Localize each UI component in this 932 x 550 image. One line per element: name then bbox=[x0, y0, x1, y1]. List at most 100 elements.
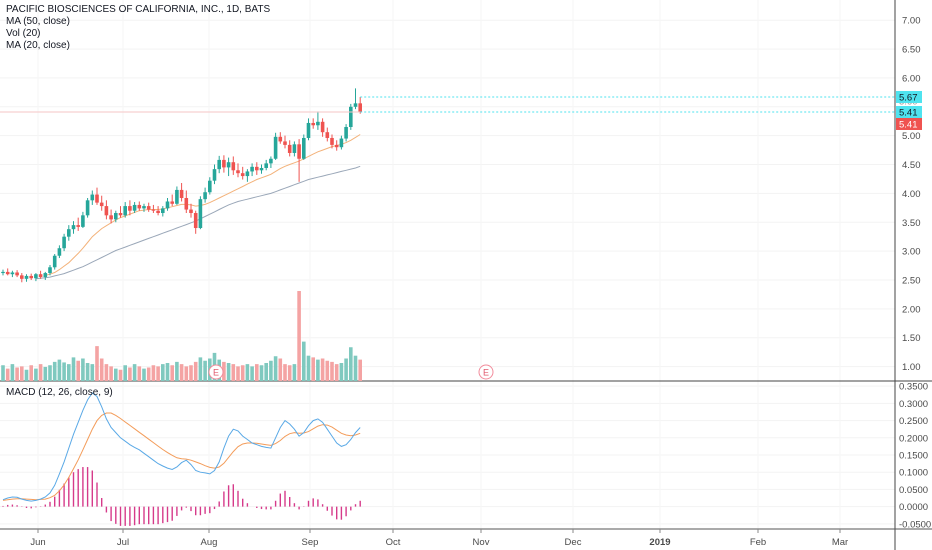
candle-body[interactable] bbox=[1, 271, 5, 274]
price-tick-label[interactable]: 3.00 bbox=[902, 247, 921, 258]
candle-body[interactable] bbox=[334, 144, 339, 148]
time-tick-label[interactable]: Dec bbox=[565, 537, 582, 548]
price-axis[interactable]: 7.006.506.005.505.004.504.003.503.002.50… bbox=[902, 16, 921, 373]
price-tick-label[interactable]: 2.50 bbox=[902, 275, 921, 286]
earnings-marker[interactable]: E bbox=[478, 364, 494, 380]
candle-body[interactable] bbox=[339, 138, 344, 148]
candle-body[interactable] bbox=[255, 166, 259, 171]
candle-body[interactable] bbox=[184, 198, 189, 210]
candle-body[interactable] bbox=[142, 206, 146, 209]
candle-body[interactable] bbox=[212, 169, 217, 181]
candle-body[interactable] bbox=[161, 208, 165, 214]
candle-body[interactable] bbox=[203, 192, 207, 200]
price-tick-label[interactable]: 3.50 bbox=[902, 218, 921, 229]
candle-body[interactable] bbox=[57, 248, 62, 256]
macd-tick-label[interactable]: -0.0500 bbox=[899, 519, 931, 530]
candle-body[interactable] bbox=[52, 255, 57, 268]
candle-body[interactable] bbox=[104, 206, 109, 216]
candle-body[interactable] bbox=[316, 121, 320, 126]
price-tick-label[interactable]: 4.00 bbox=[902, 189, 921, 200]
candle-body[interactable] bbox=[99, 202, 104, 207]
candle-body[interactable] bbox=[189, 209, 193, 214]
candle-body[interactable] bbox=[20, 275, 24, 279]
price-tick-label[interactable]: 6.00 bbox=[902, 73, 921, 84]
candle-body[interactable] bbox=[278, 136, 283, 142]
candle-body[interactable] bbox=[179, 189, 184, 199]
candle-body[interactable] bbox=[193, 213, 198, 229]
candle-body[interactable] bbox=[85, 200, 90, 216]
time-tick-label[interactable]: Aug bbox=[201, 537, 218, 548]
time-tick-label[interactable]: Jun bbox=[30, 537, 45, 548]
candle-body[interactable] bbox=[236, 170, 240, 174]
candle-body[interactable] bbox=[165, 201, 170, 209]
candlesticks[interactable] bbox=[1, 88, 362, 283]
price-tick-label[interactable]: 2.00 bbox=[902, 304, 921, 315]
candle-body[interactable] bbox=[24, 275, 29, 279]
candle-body[interactable] bbox=[344, 127, 348, 139]
candle-body[interactable] bbox=[311, 122, 315, 126]
macd-tick-label[interactable]: 0.3500 bbox=[899, 382, 928, 393]
candle-body[interactable] bbox=[175, 189, 179, 204]
candle-body[interactable] bbox=[114, 213, 118, 220]
candle-body[interactable] bbox=[156, 210, 160, 214]
candle-body[interactable] bbox=[349, 106, 353, 127]
time-tick-label[interactable]: Jul bbox=[117, 537, 129, 548]
macd-tick-label[interactable]: 0.2000 bbox=[899, 433, 928, 444]
legend-ma50[interactable]: MA (50, close) bbox=[6, 16, 70, 27]
candle-body[interactable] bbox=[151, 209, 156, 211]
time-tick-label[interactable]: Nov bbox=[473, 537, 490, 548]
symbol-title[interactable]: PACIFIC BIOSCIENCES OF CALIFORNIA, INC.,… bbox=[6, 4, 271, 15]
macd-tick-label[interactable]: 0.0500 bbox=[899, 485, 928, 496]
candle-body[interactable] bbox=[273, 136, 278, 159]
candle-body[interactable] bbox=[118, 213, 123, 216]
candle-body[interactable] bbox=[208, 180, 212, 193]
candle-body[interactable] bbox=[62, 236, 66, 249]
candle-body[interactable] bbox=[292, 144, 297, 153]
candle-body[interactable] bbox=[250, 166, 254, 172]
candle-body[interactable] bbox=[170, 201, 174, 204]
candle-body[interactable] bbox=[95, 194, 99, 203]
candle-body[interactable] bbox=[137, 204, 142, 209]
legend-macd[interactable]: MACD (12, 26, close, 9) bbox=[6, 387, 113, 398]
candle-body[interactable] bbox=[330, 137, 334, 145]
candle-body[interactable] bbox=[231, 162, 236, 171]
candle-body[interactable] bbox=[222, 159, 226, 168]
candle-body[interactable] bbox=[71, 225, 76, 230]
candle-body[interactable] bbox=[48, 267, 52, 274]
candle-body[interactable] bbox=[302, 137, 306, 159]
candle-body[interactable] bbox=[226, 162, 231, 168]
earnings-marker[interactable]: E bbox=[208, 364, 224, 380]
macd-tick-label[interactable]: 0.3000 bbox=[899, 399, 928, 410]
candle-body[interactable] bbox=[109, 215, 113, 220]
time-tick-label[interactable]: Oct bbox=[386, 537, 401, 548]
candle-body[interactable] bbox=[259, 167, 264, 171]
candle-body[interactable] bbox=[198, 199, 203, 229]
candle-body[interactable] bbox=[320, 121, 325, 133]
candle-body[interactable] bbox=[34, 274, 38, 279]
price-tick-label[interactable]: 5.00 bbox=[902, 131, 921, 142]
candle-body[interactable] bbox=[217, 159, 221, 170]
candle-body[interactable] bbox=[15, 272, 19, 276]
macd-tick-label[interactable]: 0.1000 bbox=[899, 468, 928, 479]
candle-body[interactable] bbox=[5, 271, 10, 275]
candle-body[interactable] bbox=[306, 122, 311, 138]
time-axis[interactable]: Jun Jul Aug Sep Oct Nov Dec 2019 Feb Mar bbox=[30, 529, 848, 548]
price-tick-label[interactable]: 1.50 bbox=[902, 333, 921, 344]
candle-body[interactable] bbox=[38, 274, 43, 278]
legend-volume[interactable]: Vol (20) bbox=[6, 28, 41, 39]
macd-tick-label[interactable]: 0.1500 bbox=[899, 451, 928, 462]
candle-body[interactable] bbox=[29, 275, 33, 279]
candle-body[interactable] bbox=[287, 144, 292, 153]
candle-body[interactable] bbox=[43, 273, 48, 278]
candle-body[interactable] bbox=[132, 204, 137, 211]
price-tick-label[interactable]: 6.50 bbox=[902, 45, 921, 56]
macd-axis[interactable]: 0.3500 0.3000 0.2500 0.2000 0.1500 0.1000 0.05… bbox=[899, 382, 931, 531]
time-tick-label[interactable]: Mar bbox=[832, 537, 848, 548]
time-tick-label[interactable]: 2019 bbox=[649, 537, 670, 548]
candle-body[interactable] bbox=[67, 229, 71, 237]
candle-body[interactable] bbox=[123, 206, 127, 216]
candle-body[interactable] bbox=[10, 272, 15, 275]
candle-body[interactable] bbox=[297, 144, 301, 159]
time-tick-label[interactable]: Feb bbox=[750, 537, 766, 548]
